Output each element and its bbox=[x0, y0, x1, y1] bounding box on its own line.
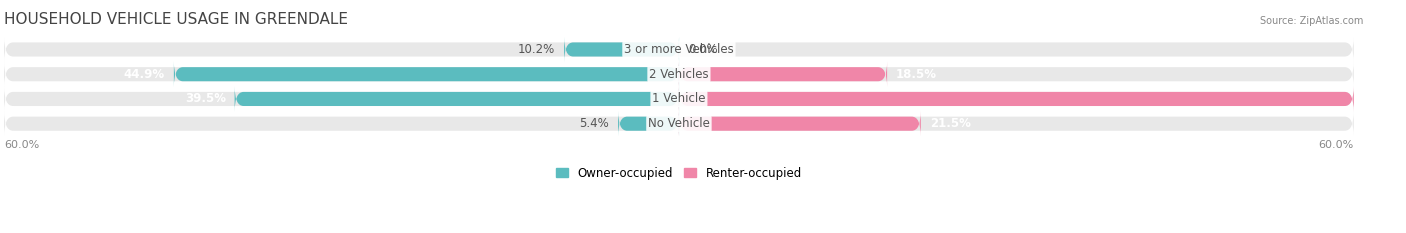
Text: 21.5%: 21.5% bbox=[929, 117, 970, 130]
Text: 39.5%: 39.5% bbox=[184, 93, 226, 106]
FancyBboxPatch shape bbox=[679, 111, 921, 137]
Text: 2 Vehicles: 2 Vehicles bbox=[650, 68, 709, 81]
FancyBboxPatch shape bbox=[619, 111, 679, 137]
Text: No Vehicle: No Vehicle bbox=[648, 117, 710, 130]
Text: 60.0%: 60.0% bbox=[1362, 93, 1403, 106]
Text: 18.5%: 18.5% bbox=[896, 68, 936, 81]
FancyBboxPatch shape bbox=[235, 86, 679, 112]
FancyBboxPatch shape bbox=[564, 37, 679, 62]
Text: Source: ZipAtlas.com: Source: ZipAtlas.com bbox=[1260, 16, 1364, 26]
Text: 10.2%: 10.2% bbox=[517, 43, 555, 56]
FancyBboxPatch shape bbox=[679, 62, 887, 87]
FancyBboxPatch shape bbox=[4, 111, 1354, 137]
Text: 3 or more Vehicles: 3 or more Vehicles bbox=[624, 43, 734, 56]
Text: HOUSEHOLD VEHICLE USAGE IN GREENDALE: HOUSEHOLD VEHICLE USAGE IN GREENDALE bbox=[4, 12, 349, 27]
Text: 44.9%: 44.9% bbox=[124, 68, 165, 81]
FancyBboxPatch shape bbox=[4, 62, 1354, 87]
Text: 60.0%: 60.0% bbox=[4, 140, 39, 150]
FancyBboxPatch shape bbox=[4, 37, 1354, 62]
Text: 1 Vehicle: 1 Vehicle bbox=[652, 93, 706, 106]
Legend: Owner-occupied, Renter-occupied: Owner-occupied, Renter-occupied bbox=[551, 162, 807, 185]
FancyBboxPatch shape bbox=[679, 86, 1354, 112]
Text: 60.0%: 60.0% bbox=[1319, 140, 1354, 150]
FancyBboxPatch shape bbox=[174, 62, 679, 87]
Text: 0.0%: 0.0% bbox=[688, 43, 717, 56]
Text: 5.4%: 5.4% bbox=[579, 117, 609, 130]
FancyBboxPatch shape bbox=[4, 86, 1354, 112]
